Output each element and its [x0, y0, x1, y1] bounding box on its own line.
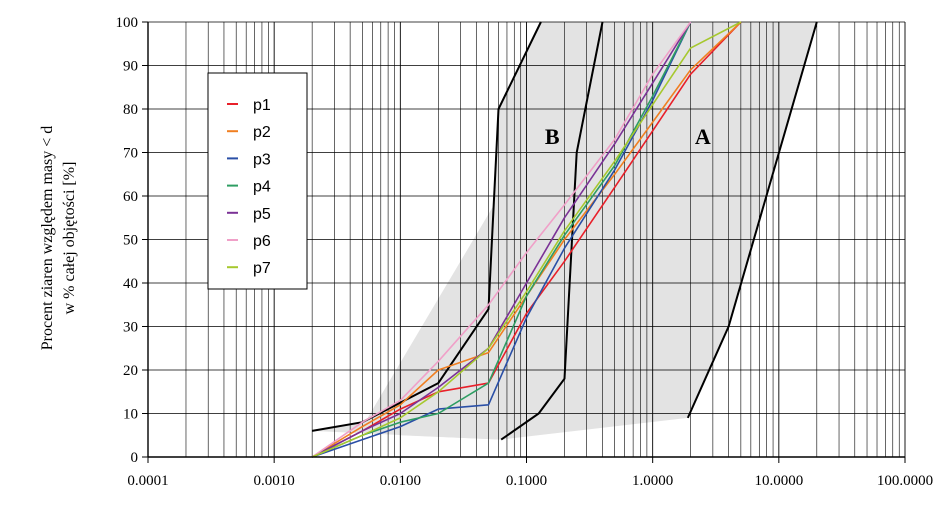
series-line-p1 [311, 21, 742, 458]
y-axis-label-line-1: Procent ziaren względem masy < d [39, 126, 56, 351]
legend-label-p6: p6 [253, 233, 271, 250]
series-line-p3 [311, 21, 692, 458]
y-axis-label-line-2: w % całej objętości [%] [61, 162, 78, 315]
y-tick-label: 60 [123, 189, 138, 205]
label-layer: Procent ziaren względem masy < d w % cał… [39, 126, 78, 351]
y-tick-label: 10 [123, 407, 138, 423]
x-tick-label: 0.1000 [506, 473, 547, 489]
region-b-right-boundary [500, 21, 604, 441]
x-tick-label: 0.0010 [254, 473, 295, 489]
x-tick-label: 1.0000 [632, 473, 673, 489]
legend-label-p1: p1 [253, 97, 271, 114]
legend-label-p7: p7 [253, 260, 271, 277]
series-line-p5 [311, 21, 692, 458]
x-tick-label: 0.0001 [127, 473, 168, 489]
y-tick-label: 40 [123, 276, 138, 292]
axis-layer: 0 10 20 30 40 50 60 70 80 90 100 0.0001 0.0010 0.0100… [116, 15, 934, 489]
y-tick-label: 100 [116, 15, 139, 31]
legend-label-p3: p3 [253, 151, 271, 168]
legend-box [207, 72, 308, 290]
x-tick-label: 10.0000 [754, 473, 803, 489]
legend-label-p4: p4 [253, 179, 271, 196]
legend: p1 p2 p3 p4 p5 p6 p7 [207, 72, 308, 290]
y-tick-label: 70 [123, 146, 138, 162]
y-tick-label: 30 [123, 320, 138, 336]
y-tick-label: 50 [123, 233, 138, 249]
series-line-p6 [311, 21, 692, 458]
region-label-a: A [695, 124, 711, 149]
legend-label-p5: p5 [253, 206, 271, 223]
legend-label-p2: p2 [253, 124, 271, 141]
x-tick-label: 100.0000 [877, 473, 933, 489]
x-tick-label: 0.0100 [380, 473, 421, 489]
y-tick-label: 0 [131, 450, 139, 466]
series-line-p7 [311, 21, 742, 458]
region-label-b: B [545, 124, 560, 149]
region-a-right-boundary [686, 21, 818, 419]
series-line-p4 [311, 21, 692, 458]
y-tick-label: 80 [123, 102, 138, 118]
y-tick-label: 90 [123, 59, 138, 75]
series-layer [311, 21, 742, 458]
region-b-left-boundary [311, 21, 542, 432]
y-tick-label: 20 [123, 363, 138, 379]
